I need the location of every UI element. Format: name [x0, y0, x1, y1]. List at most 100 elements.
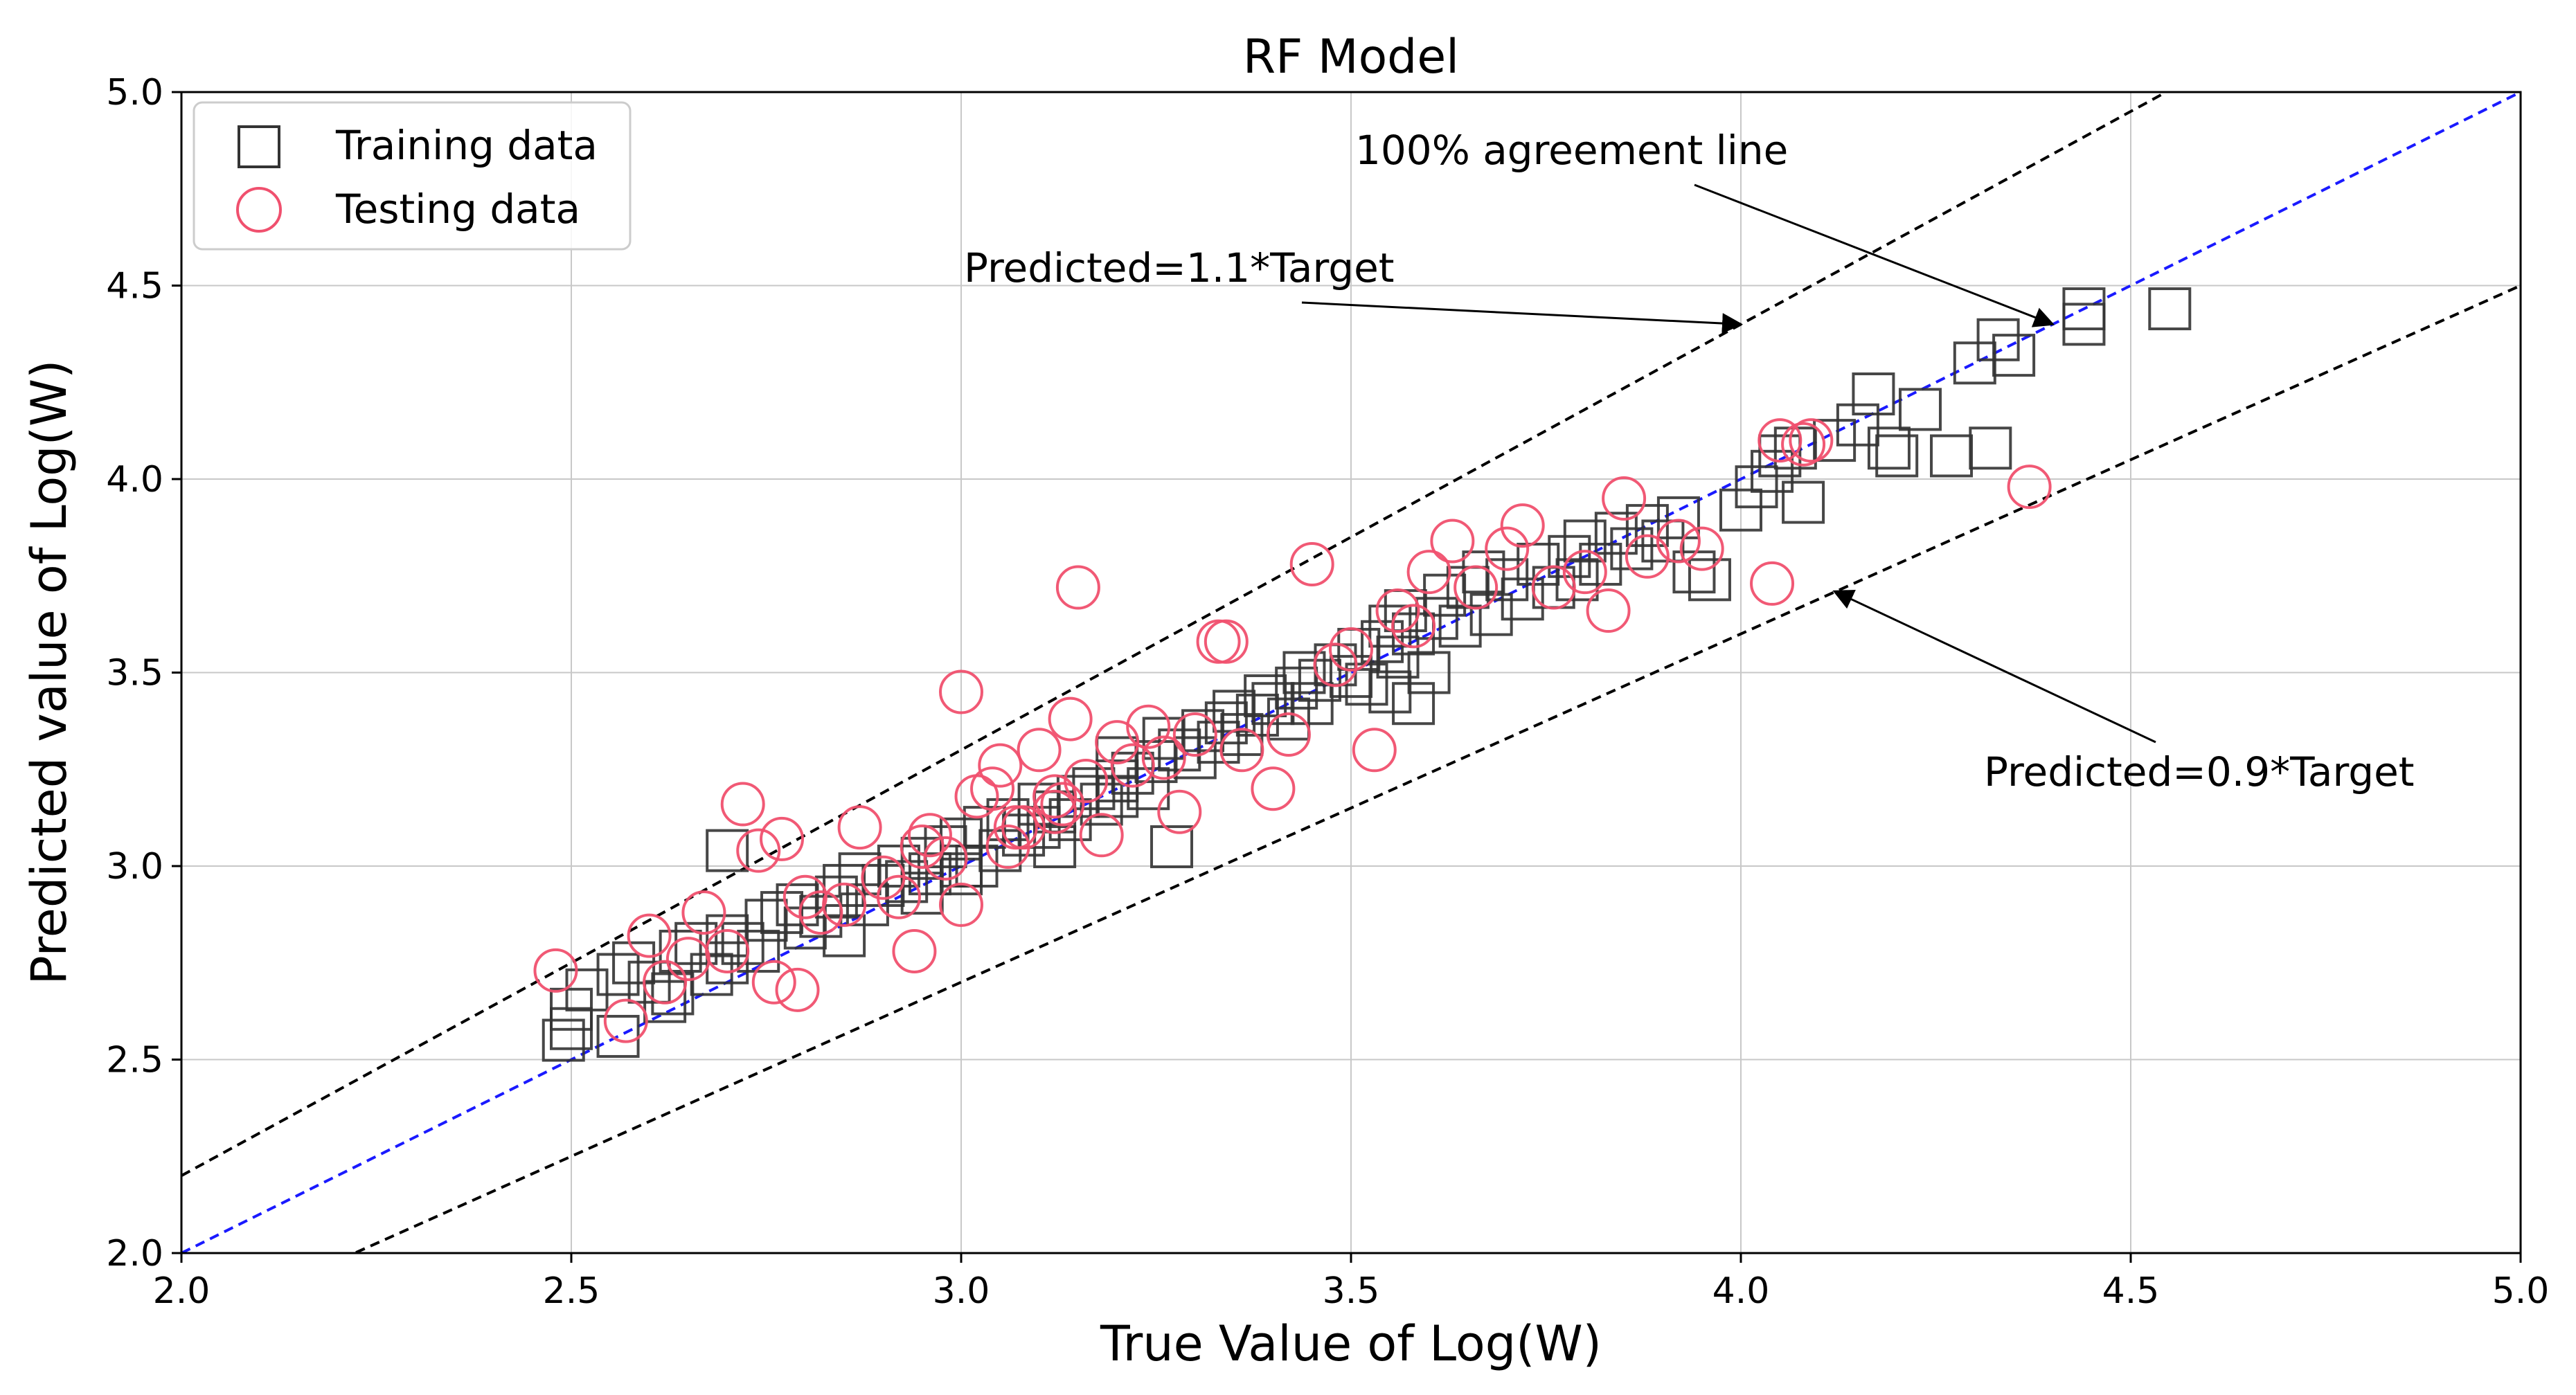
training-point [706, 829, 749, 872]
testing-point [760, 816, 805, 861]
testing-point [1781, 422, 1826, 467]
testing-point [1375, 588, 1420, 633]
training-point [1127, 767, 1170, 811]
training-point [1976, 318, 2020, 361]
testing-point [923, 836, 968, 881]
testing-point [1032, 774, 1077, 819]
annotation-label: Predicted=0.9*Target [1984, 748, 2415, 795]
training-point [1735, 465, 1778, 509]
training-point [1555, 558, 1599, 602]
legend-testing-label: Testing data [335, 186, 580, 233]
training-point [1836, 403, 1879, 447]
x-tick-label: 2.0 [153, 1270, 211, 1312]
training-point [1290, 682, 1334, 726]
training-point [565, 968, 609, 1011]
training-point [1275, 666, 1318, 710]
training-point [1898, 388, 1942, 431]
testing-point [970, 766, 1015, 811]
training-point [1672, 550, 1716, 594]
testing-point [627, 913, 672, 958]
testing-point [1485, 526, 1530, 571]
training-point [1267, 697, 1310, 741]
training-point [1813, 419, 1857, 462]
testing-point [1079, 813, 1124, 858]
training-point [643, 980, 687, 1023]
training-point [1469, 593, 1513, 636]
testing-point [1789, 418, 1834, 463]
training-point [1415, 597, 1458, 640]
testing-point [1219, 728, 1264, 773]
training-point [1930, 434, 1974, 478]
legend-box [193, 101, 632, 251]
testing-point [643, 960, 688, 1005]
testing-point [1430, 519, 1475, 564]
training-point [1548, 534, 1591, 578]
training-point [1594, 512, 1638, 555]
testing-point [939, 882, 983, 927]
testing-point [1055, 565, 1100, 610]
testing-point [861, 855, 906, 900]
training-point [1072, 767, 1116, 811]
testing-point [1562, 550, 1607, 595]
training-point [744, 899, 788, 942]
training-point [1244, 674, 1287, 718]
legend-training-label: Training data [335, 122, 598, 169]
testing-point [907, 813, 952, 858]
testing-point [876, 874, 921, 919]
training-point [1953, 341, 1996, 385]
testing-point [705, 928, 750, 973]
annotation-arrow [1832, 590, 2156, 744]
y-tick-label: 2.5 [106, 1040, 163, 1081]
training-point [737, 929, 780, 973]
training-point [1501, 577, 1544, 621]
training-point [1867, 426, 1911, 470]
testing-point [1251, 766, 1296, 811]
testing-point [1757, 418, 1803, 463]
training-point [776, 883, 819, 926]
testing-point [1126, 704, 1171, 749]
testing-point [1110, 743, 1155, 788]
testing-point [775, 967, 820, 1012]
training-point [1204, 701, 1248, 745]
training-point [1875, 434, 1919, 478]
testing-point [1391, 604, 1436, 649]
y-tick-label: 2.0 [106, 1233, 163, 1275]
training-point [1719, 488, 1762, 532]
x-axis-title: True Value of Log(W) [1100, 1315, 1602, 1372]
training-point [1438, 604, 1482, 648]
testing-point [1289, 541, 1334, 586]
training-point [706, 914, 749, 957]
testing-point [1500, 503, 1545, 548]
training-point [1423, 573, 1467, 617]
testing-point [900, 825, 945, 870]
testing-point [1266, 712, 1311, 757]
x-tick-label: 3.0 [933, 1270, 990, 1312]
annotation-label: Predicted=1.1*Target [964, 244, 1395, 291]
training-point [659, 929, 702, 973]
legend-training-marker [238, 125, 280, 168]
training-point [1095, 775, 1139, 818]
training-point [1969, 426, 2012, 470]
training-point [1361, 620, 1404, 663]
x-tick-label: 4.5 [2102, 1270, 2160, 1312]
reference-line-0 [181, 92, 2170, 1177]
testing-point [1586, 588, 1631, 633]
testing-point [736, 828, 781, 873]
testing-point [954, 774, 999, 819]
training-point [1376, 636, 1420, 679]
training-point [596, 953, 640, 996]
legend: Training data Testing data [193, 101, 632, 251]
testing-point [1750, 561, 1795, 606]
testing-point [1017, 728, 1062, 773]
y-axis-title: Predicted value of Log(W) [21, 360, 78, 985]
testing-point [1172, 712, 1217, 757]
testing-point [1329, 627, 1373, 672]
training-point [1298, 658, 1341, 702]
y-tick-label: 4.0 [106, 459, 163, 501]
training-point [1033, 825, 1077, 869]
testing-point [1048, 696, 1093, 741]
training-point [2148, 287, 2192, 331]
training-point [1150, 825, 1194, 869]
training-point [760, 891, 804, 935]
